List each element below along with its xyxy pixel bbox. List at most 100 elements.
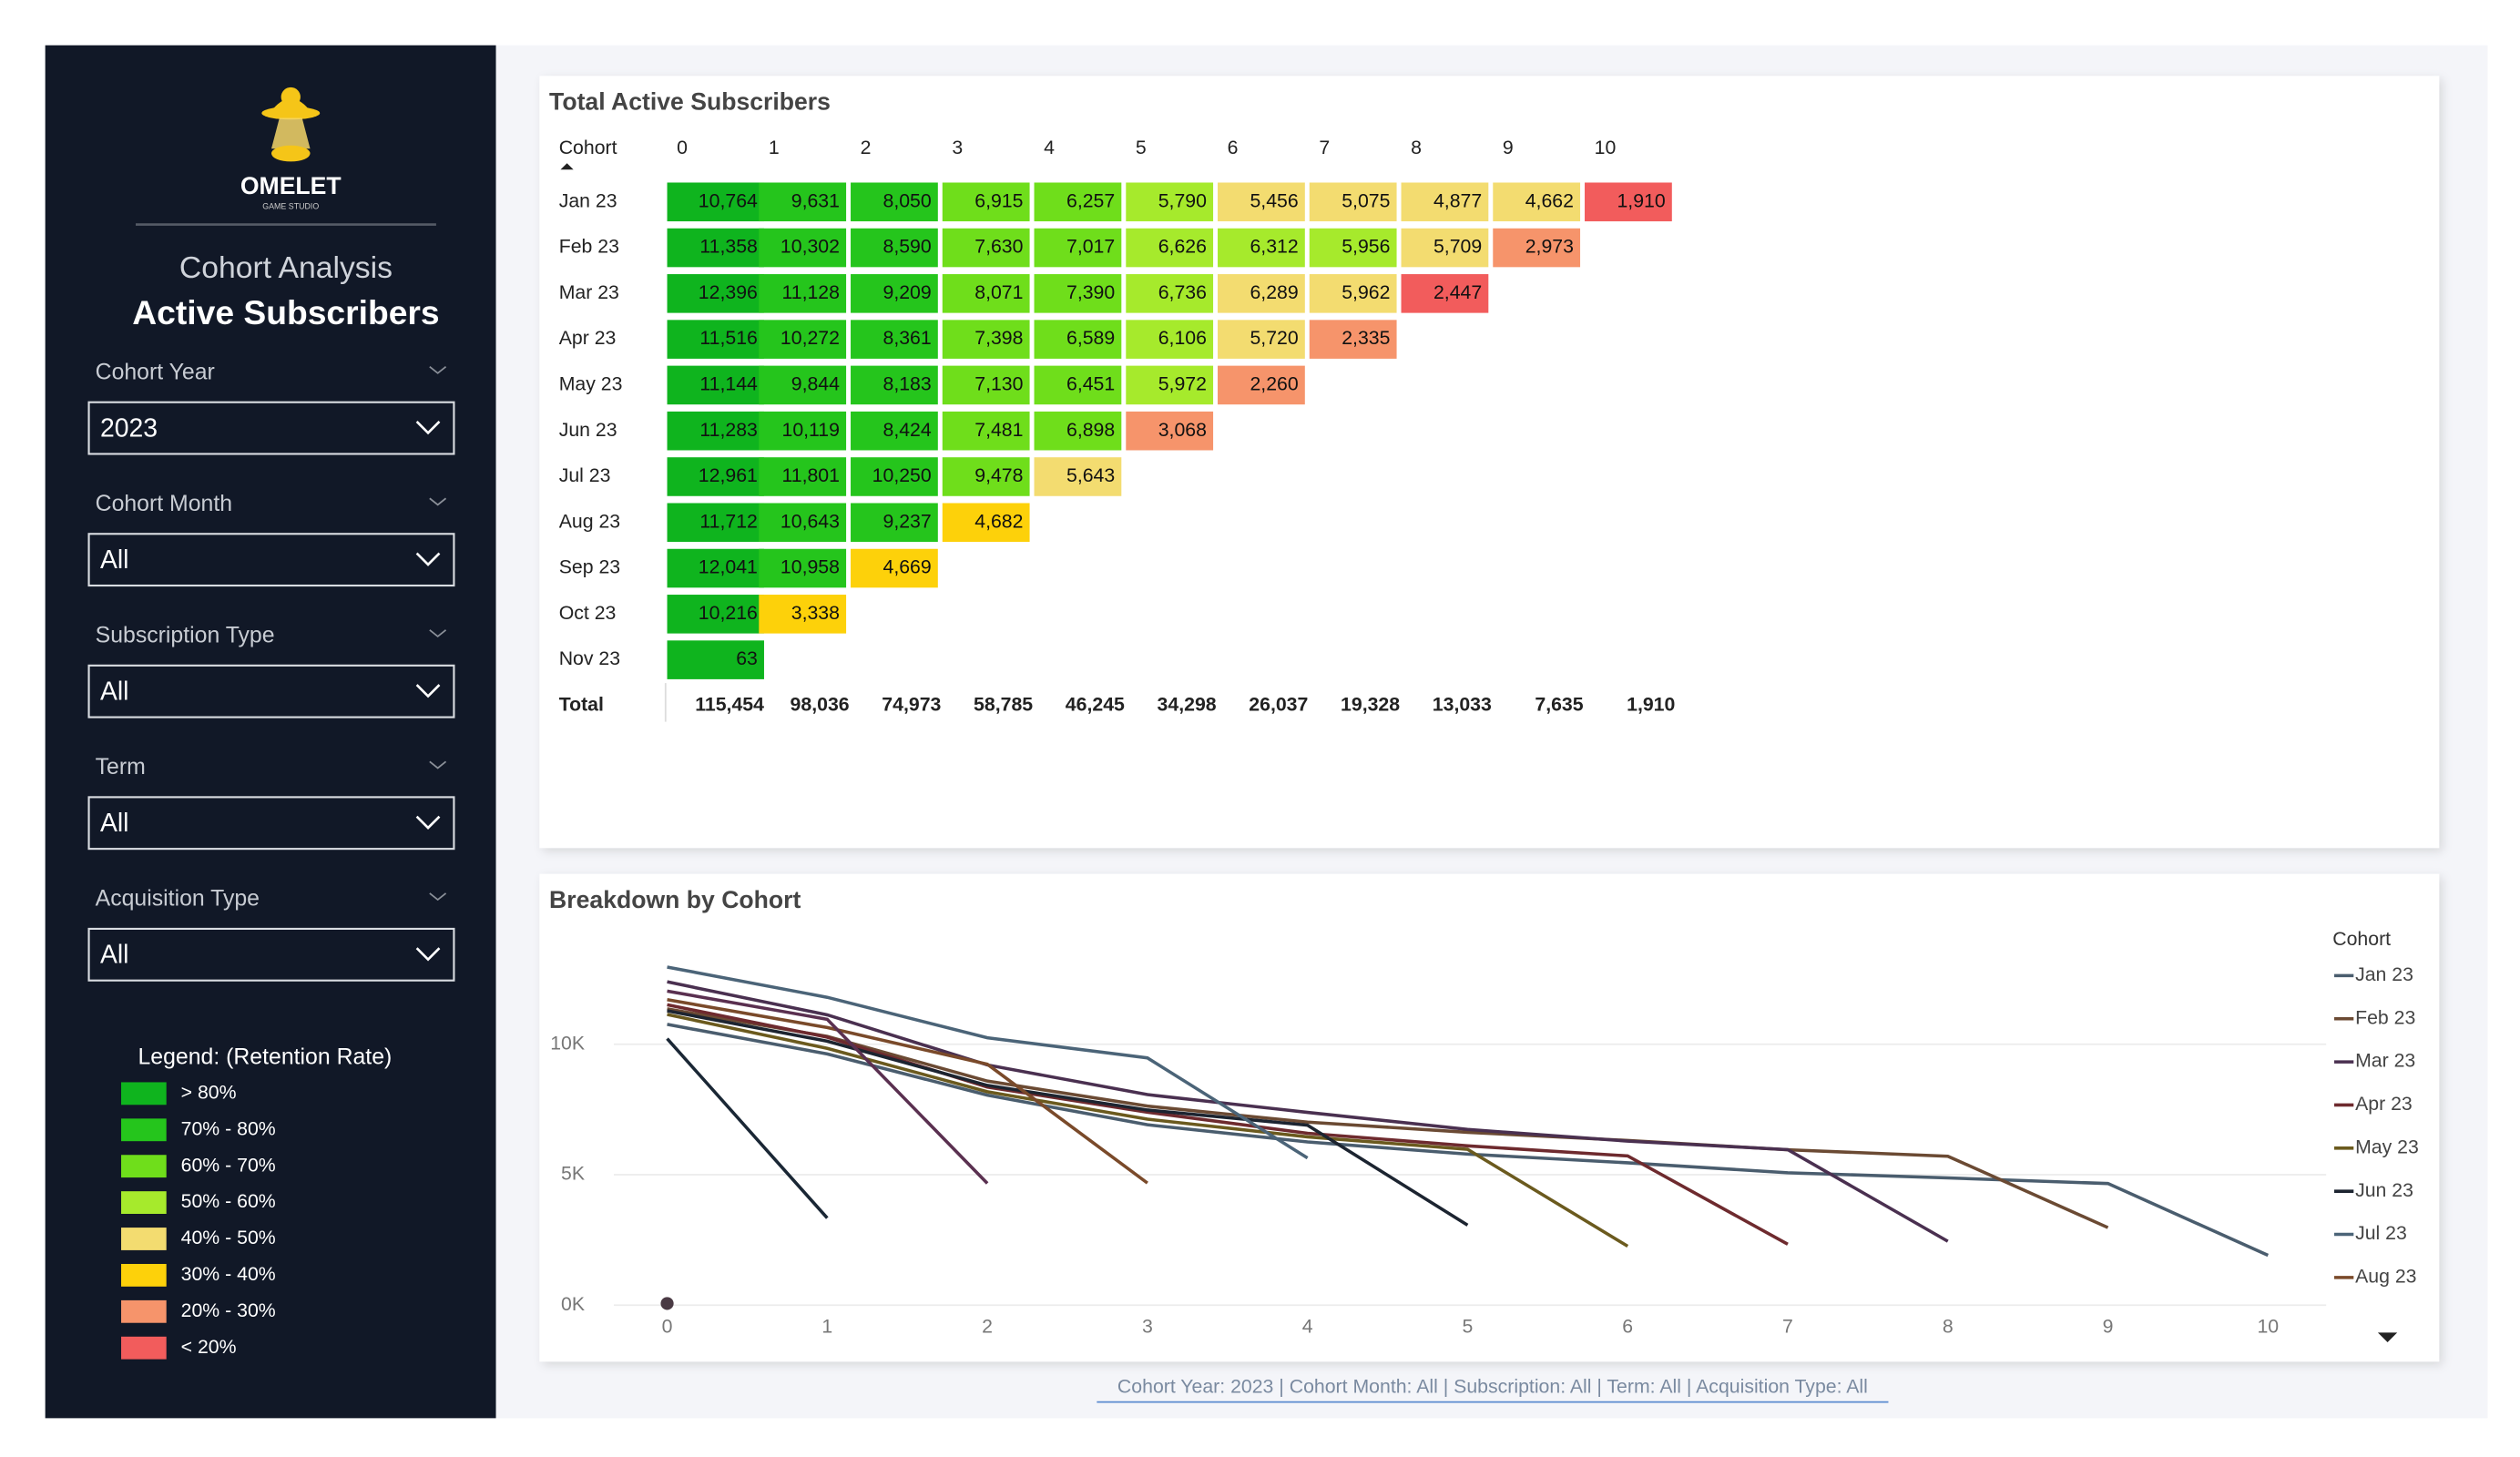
y-tick-label: 5K (561, 1163, 585, 1185)
legend-entry: Aug 23 (2355, 1266, 2416, 1288)
x-tick-label: 5 (1463, 1316, 1474, 1338)
line (667, 989, 989, 1185)
x-tick-label: 2 (982, 1316, 993, 1338)
dropdown-box[interactable] (87, 796, 455, 851)
heat-cell (942, 320, 1030, 359)
cell-value: 3,068 (1158, 419, 1207, 441)
heat-cell (1218, 228, 1305, 268)
total-value: 58,785 (974, 694, 1033, 716)
heat-cell (1218, 365, 1305, 405)
heat-cell (1034, 365, 1122, 405)
line (667, 1009, 1469, 1227)
table-header: Cohort (559, 137, 617, 158)
heat-cell (1218, 274, 1305, 313)
legend-label: 40% - 50% (181, 1227, 276, 1248)
point (660, 1297, 674, 1310)
x-tick-label: 10 (2257, 1316, 2279, 1338)
cell-value: 12,041 (699, 556, 758, 578)
x-tick-label: 3 (1142, 1316, 1153, 1338)
cell-value: 5,709 (1433, 236, 1482, 258)
heat-cell (1126, 274, 1214, 313)
heading: Cohort Analysis (179, 250, 393, 285)
x-tick-label: 0 (662, 1316, 673, 1338)
cell-value: 9,844 (791, 373, 840, 395)
filter-summary: Cohort Year: 2023 | Cohort Month: All | … (1117, 1375, 1868, 1397)
sort-indicator (560, 163, 574, 170)
dropdown[interactable]: All (87, 796, 455, 851)
filter-chevron (429, 365, 447, 374)
heat-cell (667, 228, 764, 268)
cell-value: 10,958 (780, 556, 840, 578)
dropdown-value: All (100, 677, 129, 706)
dropdown-arrow (415, 684, 441, 698)
heat-cell (667, 548, 764, 588)
cell-value: 7,398 (974, 327, 1023, 349)
heat-cell (1585, 182, 1672, 222)
legend-label: < 20% (181, 1336, 237, 1358)
row-label: Jul 23 (559, 464, 611, 486)
y-tick-label: 0K (561, 1293, 585, 1315)
heat-cell (851, 411, 938, 451)
total-value: 74,973 (882, 694, 941, 716)
total-value: 98,036 (791, 694, 850, 716)
total-value: 1,910 (1627, 694, 1675, 716)
cell-value: 9,631 (791, 189, 840, 211)
cell-value: 10,119 (782, 419, 840, 441)
row-label: Jan 23 (559, 189, 617, 211)
cell-value: 6,106 (1158, 327, 1207, 349)
heat-cell (667, 274, 764, 313)
heat-cell (942, 365, 1030, 405)
heat-cell (1034, 274, 1122, 313)
legend-entry: Jul 23 (2355, 1222, 2407, 1244)
heat-cell (851, 274, 938, 313)
legend-swatch (121, 1155, 167, 1178)
line (667, 1007, 2109, 1229)
sidebar (45, 45, 496, 1419)
dropdown[interactable]: All (87, 927, 455, 982)
cell-value: 6,589 (1066, 327, 1115, 349)
heat-cell (759, 595, 847, 634)
heat-cell (851, 320, 938, 359)
legend-label: 20% - 30% (181, 1299, 276, 1321)
heat-cell (851, 365, 938, 405)
cell-value: 4,682 (974, 510, 1023, 532)
cell-value: 2,973 (1525, 236, 1574, 258)
dropdown-box[interactable] (87, 664, 455, 718)
cell-value: 11,712 (699, 510, 757, 532)
cell-value: 6,451 (1066, 373, 1115, 395)
heat-cell (759, 365, 847, 405)
dropdown-box[interactable] (87, 927, 455, 982)
legend-swatch (121, 1082, 167, 1105)
dropdown[interactable]: All (87, 533, 455, 587)
column-header: 2 (861, 137, 872, 158)
legend-title: Cohort (2332, 928, 2391, 950)
heat-cell (1126, 228, 1214, 268)
column-header: 7 (1319, 137, 1330, 158)
heat-cell (667, 457, 764, 496)
dropdown-arrow (415, 421, 441, 435)
cell-value: 10,272 (780, 327, 840, 349)
legend-entry: Jun 23 (2355, 1179, 2413, 1201)
cell-value: 5,790 (1158, 189, 1207, 211)
row-label: Mar 23 (559, 281, 619, 303)
cell-value: 9,478 (974, 464, 1023, 486)
heat-cell (667, 411, 764, 451)
heat-cell (851, 503, 938, 543)
row-label: Aug 23 (559, 510, 620, 532)
legend-swatch (121, 1299, 167, 1323)
cell-value: 5,456 (1250, 189, 1298, 211)
cell-value: 10,216 (699, 602, 758, 624)
legend-swatch (121, 1263, 167, 1287)
heat-cell (667, 365, 764, 405)
dropdown-box[interactable] (87, 401, 455, 455)
legend-swatch (121, 1118, 167, 1142)
x-tick-label: 8 (1943, 1316, 1954, 1338)
legend-scroll[interactable] (2377, 1332, 2398, 1343)
dropdown-value: All (100, 545, 129, 575)
heat-cell (759, 457, 847, 496)
dropdown[interactable]: All (87, 664, 455, 718)
dropdown-box[interactable] (87, 533, 455, 587)
heat-cell (667, 182, 764, 222)
dropdown[interactable]: 2023 (87, 401, 455, 455)
heat-cell (1126, 411, 1214, 451)
